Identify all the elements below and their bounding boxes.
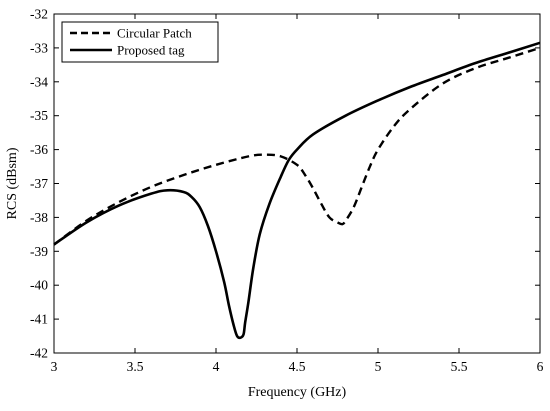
legend-label-circular-patch: Circular Patch xyxy=(117,26,192,41)
y-axis-label: RCS (dBsm) xyxy=(5,147,20,219)
y-tick-label: -34 xyxy=(30,74,48,89)
x-tick-label: 3 xyxy=(51,359,58,374)
y-tick-label: -39 xyxy=(30,244,48,259)
y-tick-label: -35 xyxy=(30,108,48,123)
y-tick-label: -40 xyxy=(30,278,48,293)
x-tick-label: 3.5 xyxy=(127,359,144,374)
x-tick-label: 4 xyxy=(213,359,220,374)
y-tick-label: -41 xyxy=(30,312,48,327)
ticks-layer: 3 3.5 4 4.5 5 5.5 6 -42 -41 -40 -39 -38 -37 -36 -35 -34… xyxy=(30,7,544,375)
y-tick-label: -42 xyxy=(30,346,48,361)
x-tick-label: 6 xyxy=(537,359,544,374)
legend-label-proposed-tag: Proposed tag xyxy=(117,43,185,58)
x-tick-label: 5 xyxy=(375,359,382,374)
y-tick-label: -38 xyxy=(30,210,48,225)
series-layer xyxy=(53,41,541,340)
y-tick-label: -32 xyxy=(30,7,48,22)
x-tick-label: 5.5 xyxy=(451,359,468,374)
y-tick-label: -33 xyxy=(30,40,48,55)
y-tick-label: -36 xyxy=(30,142,48,157)
plot-frame xyxy=(53,13,541,354)
series-line-proposed-tag xyxy=(53,41,541,340)
series-line-circular-patch xyxy=(53,46,541,246)
legend: Circular Patch Proposed tag xyxy=(61,21,219,63)
x-tick-label: 4.5 xyxy=(289,359,306,374)
x-axis-label: Frequency (GHz) xyxy=(248,385,347,400)
legend-box xyxy=(61,21,219,63)
y-tick-label: -37 xyxy=(30,176,48,191)
